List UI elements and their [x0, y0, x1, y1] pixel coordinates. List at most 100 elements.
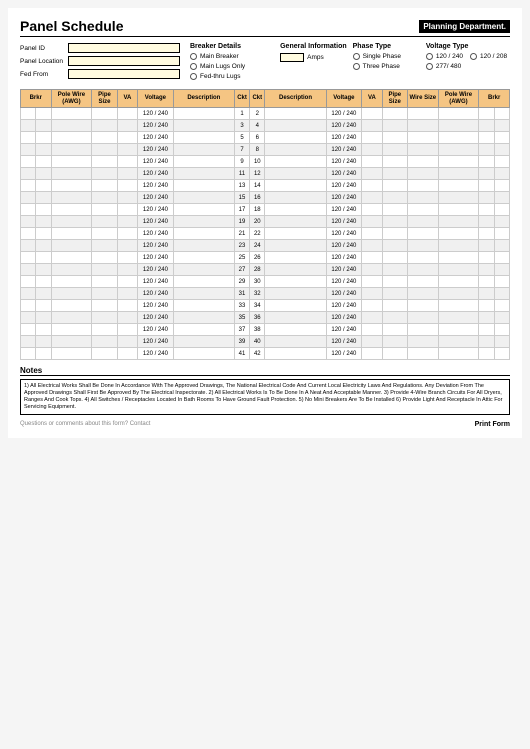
cell[interactable]: [265, 204, 326, 216]
cell[interactable]: [51, 132, 92, 144]
cell[interactable]: [92, 216, 117, 228]
cell[interactable]: 120 / 240: [326, 336, 362, 348]
cell[interactable]: [92, 276, 117, 288]
cell[interactable]: [36, 216, 51, 228]
cell[interactable]: 34: [250, 300, 265, 312]
cell[interactable]: [265, 180, 326, 192]
cell[interactable]: [494, 204, 509, 216]
cell[interactable]: [494, 132, 509, 144]
cell[interactable]: 120 / 240: [326, 132, 362, 144]
cell[interactable]: [382, 276, 407, 288]
cell[interactable]: [362, 192, 382, 204]
cell[interactable]: [36, 108, 51, 120]
cell[interactable]: [479, 300, 494, 312]
radio-120-240[interactable]: [426, 53, 433, 60]
cell[interactable]: [21, 108, 36, 120]
cell[interactable]: 30: [250, 276, 265, 288]
print-form-button[interactable]: Print Form: [475, 421, 510, 428]
cell[interactable]: [117, 180, 137, 192]
cell[interactable]: [21, 228, 36, 240]
cell[interactable]: [408, 108, 439, 120]
cell[interactable]: 32: [250, 288, 265, 300]
cell[interactable]: [479, 228, 494, 240]
cell[interactable]: [51, 312, 92, 324]
cell[interactable]: [117, 120, 137, 132]
cell[interactable]: [265, 336, 326, 348]
cell[interactable]: 21: [234, 228, 249, 240]
cell[interactable]: [362, 312, 382, 324]
cell[interactable]: 14: [250, 180, 265, 192]
cell[interactable]: [173, 348, 234, 360]
cell[interactable]: 120 / 240: [138, 228, 174, 240]
cell[interactable]: [479, 108, 494, 120]
cell[interactable]: [494, 288, 509, 300]
cell[interactable]: [92, 192, 117, 204]
cell[interactable]: [92, 288, 117, 300]
cell[interactable]: [117, 276, 137, 288]
cell[interactable]: [479, 252, 494, 264]
cell[interactable]: 120 / 240: [138, 132, 174, 144]
cell[interactable]: [36, 336, 51, 348]
cell[interactable]: [362, 324, 382, 336]
cell[interactable]: [51, 348, 92, 360]
cell[interactable]: 120 / 240: [326, 264, 362, 276]
cell[interactable]: [438, 132, 479, 144]
cell[interactable]: [408, 336, 439, 348]
cell[interactable]: 120 / 240: [138, 276, 174, 288]
cell[interactable]: 17: [234, 204, 249, 216]
cell[interactable]: [438, 252, 479, 264]
cell[interactable]: [51, 216, 92, 228]
cell[interactable]: 9: [234, 156, 249, 168]
cell[interactable]: [362, 252, 382, 264]
cell[interactable]: 120 / 240: [326, 192, 362, 204]
cell[interactable]: [362, 120, 382, 132]
cell[interactable]: [438, 216, 479, 228]
cell[interactable]: 15: [234, 192, 249, 204]
fed-from-input[interactable]: [68, 69, 180, 79]
cell[interactable]: 35: [234, 312, 249, 324]
cell[interactable]: [362, 216, 382, 228]
cell[interactable]: [438, 228, 479, 240]
cell[interactable]: [382, 252, 407, 264]
cell[interactable]: [265, 324, 326, 336]
cell[interactable]: [173, 216, 234, 228]
cell[interactable]: [21, 300, 36, 312]
cell[interactable]: 120 / 240: [326, 288, 362, 300]
cell[interactable]: [265, 252, 326, 264]
cell[interactable]: [265, 276, 326, 288]
cell[interactable]: [173, 108, 234, 120]
cell[interactable]: [117, 300, 137, 312]
cell[interactable]: 23: [234, 240, 249, 252]
cell[interactable]: [438, 204, 479, 216]
cell[interactable]: 120 / 240: [326, 324, 362, 336]
cell[interactable]: [21, 336, 36, 348]
cell[interactable]: [479, 204, 494, 216]
cell[interactable]: [36, 144, 51, 156]
cell[interactable]: 120 / 240: [138, 108, 174, 120]
cell[interactable]: [117, 216, 137, 228]
cell[interactable]: [362, 156, 382, 168]
cell[interactable]: 120 / 240: [138, 192, 174, 204]
cell[interactable]: [36, 204, 51, 216]
radio-120-208[interactable]: [470, 53, 477, 60]
cell[interactable]: [382, 240, 407, 252]
cell[interactable]: 8: [250, 144, 265, 156]
cell[interactable]: [51, 120, 92, 132]
cell[interactable]: [51, 156, 92, 168]
cell[interactable]: [173, 336, 234, 348]
cell[interactable]: 120 / 240: [138, 252, 174, 264]
cell[interactable]: [362, 348, 382, 360]
cell[interactable]: [382, 348, 407, 360]
cell[interactable]: 42: [250, 348, 265, 360]
cell[interactable]: [173, 300, 234, 312]
cell[interactable]: 120 / 240: [326, 348, 362, 360]
cell[interactable]: [265, 120, 326, 132]
cell[interactable]: [265, 108, 326, 120]
cell[interactable]: 120 / 240: [326, 312, 362, 324]
cell[interactable]: [382, 132, 407, 144]
cell[interactable]: 120 / 240: [138, 240, 174, 252]
cell[interactable]: [36, 312, 51, 324]
cell[interactable]: [494, 300, 509, 312]
cell[interactable]: [408, 144, 439, 156]
cell[interactable]: [36, 288, 51, 300]
